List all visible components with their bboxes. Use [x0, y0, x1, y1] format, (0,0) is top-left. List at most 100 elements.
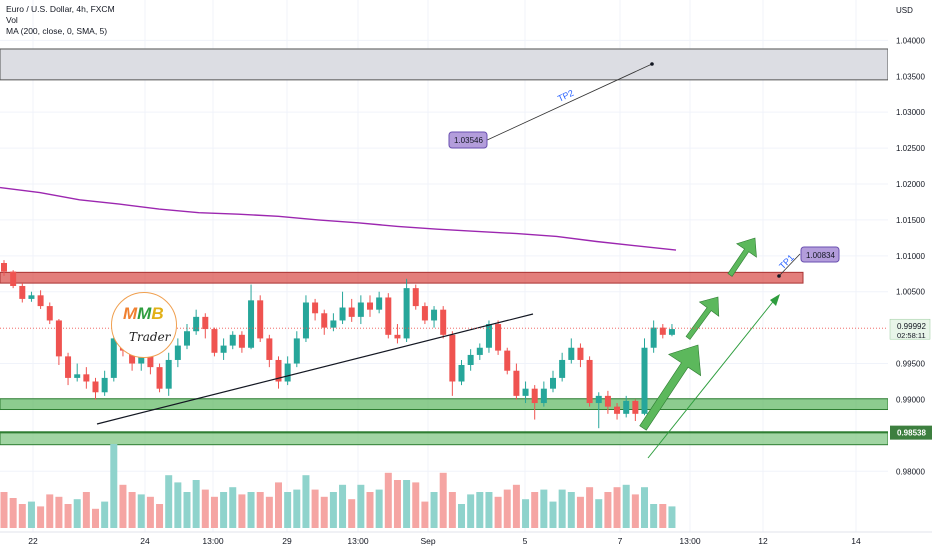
volume-bar: [494, 496, 502, 528]
candle: [257, 300, 264, 339]
volume-bar: [73, 499, 81, 528]
support-zone: [0, 398, 889, 411]
volume-bar: [229, 487, 237, 528]
resistance-zone: [0, 271, 804, 284]
mmb-trader-logo: MMB Trader: [111, 292, 177, 358]
candle: [101, 377, 108, 393]
volume-bar: [284, 492, 292, 528]
volume-bar: [137, 494, 145, 528]
time-tick: 13:00: [347, 536, 369, 546]
candle: [376, 297, 383, 310]
tp1-dot: [777, 274, 781, 278]
tp1-value-box: [800, 246, 840, 263]
volume-bar: [586, 487, 594, 528]
time-axis[interactable]: 22 24 13:00 29 13:00 Sep 5 7 13:00 12 14: [0, 531, 932, 546]
volume-bar: [201, 489, 209, 528]
candle: [74, 374, 81, 378]
candle: [522, 388, 529, 396]
price-tick: 1.02500: [896, 144, 925, 153]
long-arrow-head: [770, 294, 780, 306]
candle: [46, 306, 53, 321]
candle: [184, 331, 190, 346]
arrow-up-1: [685, 296, 720, 340]
volume-bar: [393, 480, 401, 528]
price-tick: 1.03000: [896, 108, 925, 117]
currency-label: USD: [896, 6, 913, 15]
candle: [211, 329, 218, 353]
candle: [595, 395, 602, 404]
candle: [293, 338, 300, 364]
candle: [394, 334, 401, 339]
price-tick: 1.04000: [896, 36, 925, 45]
volume-bar: [55, 496, 63, 528]
candle: [330, 320, 337, 328]
time-tick: 24: [140, 536, 150, 546]
volume-bar: [595, 499, 603, 528]
time-tick: 13:00: [679, 536, 701, 546]
volume-bar: [339, 484, 347, 528]
candle: [504, 350, 511, 371]
volume-bar: [256, 492, 264, 528]
price-tick: 0.99000: [896, 395, 925, 404]
candle: [92, 381, 99, 393]
volume-bar: [220, 492, 228, 528]
candle: [577, 347, 584, 360]
time-tick: 13:00: [202, 536, 224, 546]
candle: [431, 309, 438, 321]
candle: [467, 354, 474, 365]
candle: [650, 327, 657, 348]
candlesticks: [1, 260, 675, 429]
volume-bar: [668, 506, 676, 528]
candle: [147, 356, 154, 368]
volume-bar: [503, 489, 511, 528]
candle: [275, 359, 282, 382]
volume-bar: [403, 480, 411, 528]
time-tick: 29: [282, 536, 292, 546]
volume-bar: [18, 504, 26, 528]
symbol-title[interactable]: Euro / U.S. Dollar, 4h, FXCM: [6, 4, 115, 14]
price-tick: 1.03500: [896, 72, 925, 81]
candle: [449, 334, 456, 382]
candle: [266, 338, 273, 360]
volume-bar: [622, 484, 630, 528]
volume-bar: [439, 472, 447, 528]
candle: [531, 388, 538, 404]
candle: [440, 309, 447, 335]
candle: [412, 288, 419, 307]
price-tick: 1.01000: [896, 252, 925, 261]
volume-legend[interactable]: Vol: [6, 15, 18, 25]
candle: [348, 307, 355, 317]
candle: [1, 263, 7, 272]
volume-bar: [110, 444, 118, 528]
arrow-up-2: [727, 237, 757, 277]
price-axis[interactable]: USD 1.04000 1.03500 1.03000 1.02500 1.02000 1.…: [888, 0, 932, 550]
volume-bar: [531, 492, 539, 528]
countdown: 02:58:11: [897, 331, 926, 340]
candle: [668, 329, 675, 335]
volume-bar: [576, 496, 584, 528]
time-tick: 12: [758, 536, 768, 546]
volume-bar: [604, 492, 612, 528]
candle: [129, 350, 136, 364]
axis-bg: [888, 0, 932, 550]
volume-bar: [119, 484, 127, 528]
candle: [495, 324, 502, 351]
candle: [302, 302, 309, 339]
tp2-value-box: [448, 131, 488, 149]
candle: [485, 324, 492, 348]
volume-bar: [348, 499, 356, 528]
volume-bar: [92, 508, 99, 528]
volume-bar: [275, 482, 282, 528]
candle: [202, 316, 209, 330]
volume-bar: [37, 506, 45, 528]
volume-bars: [0, 444, 676, 528]
top-zone-zone: [0, 48, 889, 81]
support-price-box: [890, 425, 932, 440]
candle: [641, 347, 648, 414]
candle: [220, 345, 227, 353]
candle: [10, 271, 17, 286]
ma-legend[interactable]: MA (200, close, 0, SMA, 5): [6, 26, 108, 36]
volume-bar: [522, 499, 530, 528]
